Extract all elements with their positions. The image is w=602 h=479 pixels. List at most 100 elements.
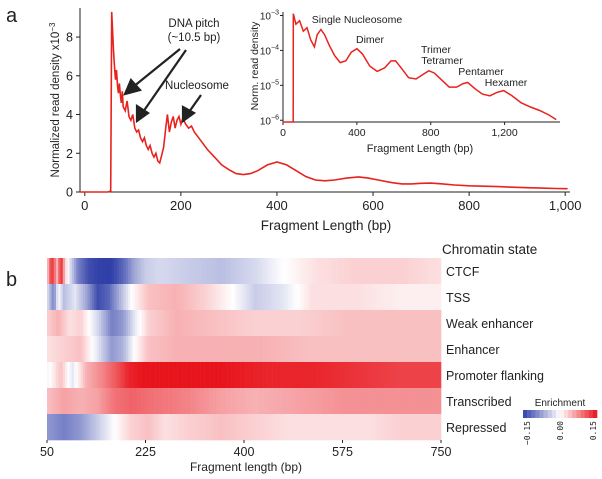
heatmap-cell [116, 414, 120, 441]
heatmap-cell [78, 336, 82, 363]
heatmap-cell [69, 388, 73, 415]
heatmap-cell [186, 336, 190, 363]
heatmap-cell [314, 362, 318, 389]
heatmap-cell [98, 310, 102, 337]
heatmap-cell [186, 310, 190, 337]
heatmap-cell [400, 336, 404, 363]
heatmap-cell [105, 284, 109, 311]
heatmap-cell [112, 258, 115, 285]
heatmap-cell [51, 284, 55, 311]
heatmap-cell [94, 284, 97, 311]
heatmap-cell [211, 362, 214, 389]
heatmap-cell [431, 310, 435, 337]
heatmap-cell [92, 284, 95, 311]
heatmap-cell [112, 388, 115, 415]
heatmap-cell [74, 336, 77, 363]
heatmap-cell [78, 258, 82, 285]
heatmap-cell [146, 258, 149, 285]
heatmap-cell [130, 362, 133, 389]
heatmap-cell [89, 336, 93, 363]
heatmap-cell [328, 258, 331, 285]
legend-swatch [527, 410, 532, 418]
heatmap-cell [116, 336, 120, 363]
heatmap-cell [211, 258, 214, 285]
legend-swatch [588, 410, 594, 418]
heatmap-cell [355, 258, 358, 285]
heatmap-cell [121, 310, 124, 337]
heatmap-cell [335, 284, 338, 311]
heatmap-cell [94, 310, 97, 337]
heatmap-cell [409, 310, 413, 337]
heatmap-cell [283, 336, 286, 363]
heatmap-cell [245, 310, 248, 337]
heatmap-cell [398, 258, 401, 285]
heatmap-cell [152, 388, 156, 415]
heatmap-cell [301, 388, 304, 415]
heatmap-cell [287, 258, 291, 285]
heatmap-cell [276, 336, 280, 363]
heatmap-cell [195, 362, 199, 389]
arrow-nucleosome [188, 94, 202, 113]
heatmap-cell [125, 414, 129, 441]
heatmap-cell [391, 414, 395, 441]
heatmap-cell [386, 284, 390, 311]
heatmap-cell [254, 388, 257, 415]
heatmap-cell [377, 362, 381, 389]
heatmap-cell [258, 388, 262, 415]
heatmap-cell [222, 362, 226, 389]
heatmap-cell [67, 284, 70, 311]
heatmap-cell [103, 336, 106, 363]
heatmap-cell [348, 388, 352, 415]
heatmap-cell [224, 414, 228, 441]
heatmap-cell [413, 414, 417, 441]
inset-y-tick-exponent: −4 [271, 44, 279, 51]
heatmap-cell [413, 336, 417, 363]
heatmap-cell [339, 388, 343, 415]
heatmap-cell [292, 258, 295, 285]
heatmap-cell [58, 414, 61, 441]
heatmap-cell [121, 336, 124, 363]
heatmap-cell [427, 414, 431, 441]
heatmap-cell [213, 336, 217, 363]
heatmap-cell [346, 310, 349, 337]
heatmap-cell [314, 414, 318, 441]
heatmap-cell [377, 336, 381, 363]
heatmap-cell [341, 388, 345, 415]
heatmap-cell [175, 414, 178, 441]
heatmap-cell [420, 284, 424, 311]
heatmap-cell [220, 388, 223, 415]
heatmap-cell [366, 388, 370, 415]
heatmap-cell [123, 284, 127, 311]
heatmap-cell [278, 414, 282, 441]
heatmap-cell [265, 336, 268, 363]
heatmap-cell [94, 336, 97, 363]
heatmap-cell [422, 362, 426, 389]
heatmap-cell [62, 258, 66, 285]
heatmap-cell [168, 258, 172, 285]
heatmap-cell [204, 414, 208, 441]
heatmap-cell [179, 258, 183, 285]
heatmap-cell [278, 258, 282, 285]
inset-annotation-pentamer: Pentamer [458, 66, 504, 78]
heatmap-cell [422, 258, 426, 285]
heatmap-cell [332, 388, 336, 415]
heatmap-cell [164, 362, 167, 389]
heatmap-cell [188, 284, 192, 311]
heatmap-rows [47, 258, 442, 441]
heatmap-cell [254, 310, 257, 337]
heatmap-cell [211, 414, 214, 441]
heatmap-cell [130, 414, 133, 441]
heatmap-cell [371, 336, 374, 363]
heatmap-cell [161, 388, 165, 415]
heatmap-cell [121, 388, 124, 415]
heatmap-cell [427, 284, 431, 311]
heatmap-cell [335, 310, 338, 337]
heatmap-cell [416, 336, 419, 363]
heatmap-cell [202, 310, 205, 337]
heatmap-cell [65, 362, 68, 389]
heatmap-cell [364, 362, 367, 389]
heatmap-cell [98, 336, 102, 363]
heatmap-cell [409, 258, 413, 285]
heatmap-cell [265, 310, 268, 337]
heatmap-cell [175, 362, 178, 389]
